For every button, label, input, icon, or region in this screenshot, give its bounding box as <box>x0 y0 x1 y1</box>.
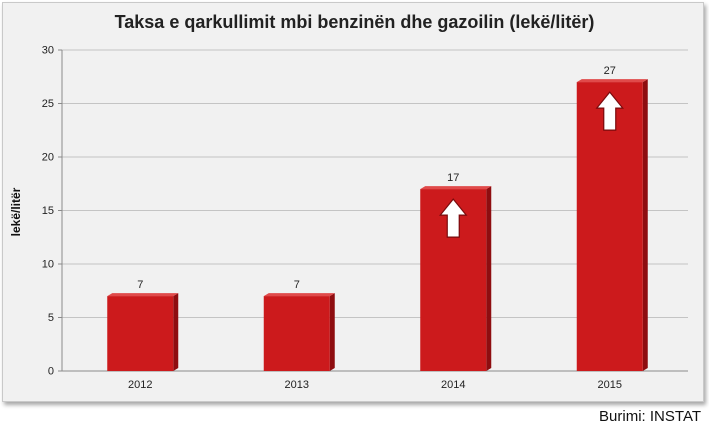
bar-side <box>173 293 179 371</box>
bar-top <box>420 186 492 190</box>
y-tick-label: 30 <box>42 45 54 57</box>
x-tick-label: 2012 <box>128 379 152 391</box>
y-tick-label: 10 <box>42 259 54 271</box>
bars: 7 7 17 27 <box>107 65 648 371</box>
x-tick-label: 2014 <box>441 379 465 391</box>
bar-value-label: 7 <box>294 279 300 291</box>
bar-2014: 17 <box>420 172 492 371</box>
bar-side <box>486 186 492 371</box>
y-tick-label: 25 <box>42 98 54 110</box>
bar-top <box>263 293 335 297</box>
up-arrow-icon <box>438 198 468 238</box>
bar-side <box>642 79 648 371</box>
y-tick-label: 20 <box>42 152 54 164</box>
bar-2013: 7 <box>263 279 335 371</box>
bar-side <box>329 293 335 371</box>
y-tick-label: 0 <box>48 366 54 378</box>
x-axis-ticks: 2012 2013 2014 2015 <box>128 379 622 391</box>
x-tick-label: 2015 <box>598 379 622 391</box>
bar-value-label: 17 <box>447 172 459 184</box>
chart-title: Taksa e qarkullimit mbi benzinën dhe gaz… <box>114 12 595 32</box>
bar-top <box>576 79 648 83</box>
bar-front <box>263 296 330 371</box>
bar-top <box>107 293 179 297</box>
up-arrow-icon <box>595 91 625 131</box>
bar-2015: 27 <box>576 65 648 371</box>
bar-value-label: 27 <box>604 65 616 77</box>
bar-2012: 7 <box>107 279 179 371</box>
source-note: Burimi: INSTAT <box>599 408 701 425</box>
y-tick-label: 15 <box>42 205 54 217</box>
y-axis-ticks: 0 5 10 15 20 25 30 <box>42 45 63 378</box>
y-tick-label: 5 <box>48 312 54 324</box>
y-axis-label: lekë/litër <box>9 187 23 236</box>
bar-value-label: 7 <box>137 279 143 291</box>
bar-front <box>107 296 174 371</box>
x-tick-label: 2013 <box>285 379 309 391</box>
